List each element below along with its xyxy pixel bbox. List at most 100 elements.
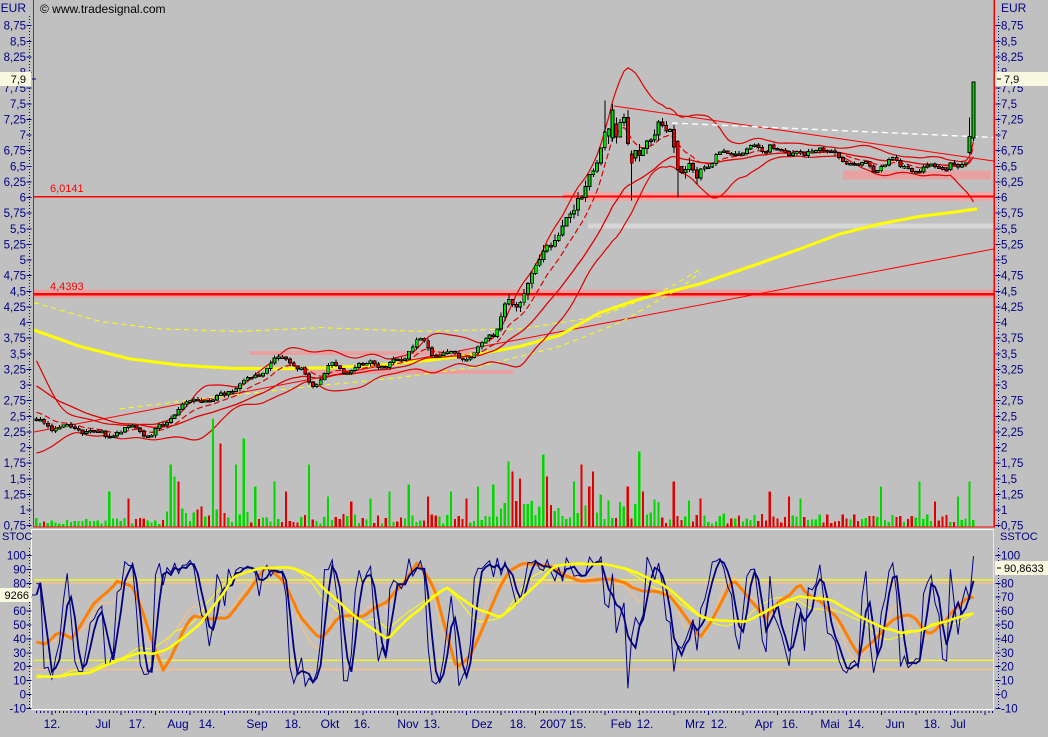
svg-text:2,75: 2,75 — [1001, 396, 1023, 408]
svg-text:20: 20 — [1001, 662, 1014, 674]
svg-text:100: 100 — [7, 551, 26, 563]
svg-text:0: 0 — [1001, 690, 1007, 702]
svg-text:3,5: 3,5 — [10, 349, 26, 361]
svg-text:0,75: 0,75 — [1001, 521, 1023, 533]
svg-text:14.: 14. — [848, 717, 865, 731]
svg-text:1,75: 1,75 — [4, 458, 26, 470]
svg-text:4,75: 4,75 — [4, 271, 26, 283]
svg-text:1,75: 1,75 — [1001, 458, 1023, 470]
svg-text:1: 1 — [20, 505, 26, 517]
svg-text:4,5: 4,5 — [10, 286, 26, 298]
svg-text:16.: 16. — [782, 717, 799, 731]
svg-text:13.: 13. — [424, 717, 441, 731]
svg-text:4,75: 4,75 — [1001, 271, 1023, 283]
svg-text:7,9: 7,9 — [11, 74, 26, 86]
svg-text:8,5: 8,5 — [10, 36, 26, 48]
svg-text:0: 0 — [20, 690, 26, 702]
svg-text:5: 5 — [20, 255, 26, 267]
svg-text:2: 2 — [20, 443, 26, 455]
svg-text:Jul: Jul — [950, 717, 965, 731]
svg-text:16.: 16. — [354, 717, 371, 731]
svg-text:9266: 9266 — [5, 590, 29, 602]
svg-text:1,5: 1,5 — [1001, 474, 1017, 486]
svg-text:18.: 18. — [285, 717, 302, 731]
svg-text:30: 30 — [13, 648, 26, 660]
svg-text:7,5: 7,5 — [1001, 99, 1017, 111]
svg-text:3,75: 3,75 — [4, 333, 26, 345]
svg-text:Sep: Sep — [246, 717, 268, 731]
svg-text:15.: 15. — [570, 717, 587, 731]
svg-text:50: 50 — [13, 620, 26, 632]
svg-text:2,75: 2,75 — [4, 396, 26, 408]
svg-text:2: 2 — [1001, 443, 1007, 455]
svg-text:1,25: 1,25 — [4, 490, 26, 502]
svg-text:7,5: 7,5 — [10, 99, 26, 111]
svg-text:40: 40 — [13, 634, 26, 646]
svg-text:30: 30 — [1001, 648, 1014, 660]
svg-text:80: 80 — [1001, 578, 1014, 590]
svg-text:18.: 18. — [924, 717, 941, 731]
svg-text:8,5: 8,5 — [1001, 36, 1017, 48]
svg-text:1: 1 — [1001, 505, 1007, 517]
svg-text:6,5: 6,5 — [1001, 161, 1017, 173]
svg-text:3: 3 — [20, 380, 26, 392]
svg-text:17.: 17. — [129, 717, 146, 731]
svg-text:2007: 2007 — [540, 717, 567, 731]
svg-text:70: 70 — [1001, 592, 1014, 604]
svg-text:6: 6 — [20, 193, 26, 205]
svg-text:4: 4 — [1001, 318, 1008, 330]
svg-text:2,5: 2,5 — [1001, 411, 1017, 423]
svg-text:6,75: 6,75 — [4, 146, 26, 158]
svg-text:Mrz: Mrz — [685, 717, 705, 731]
svg-text:14.: 14. — [199, 717, 216, 731]
svg-text:5,5: 5,5 — [10, 224, 26, 236]
svg-text:2,25: 2,25 — [4, 427, 26, 439]
svg-text:7,75: 7,75 — [4, 83, 26, 95]
svg-text:7,9: 7,9 — [1004, 74, 1019, 86]
svg-text:8,25: 8,25 — [4, 52, 26, 64]
svg-text:60: 60 — [1001, 606, 1014, 618]
svg-text:EUR: EUR — [1001, 1, 1027, 15]
svg-text:0,75: 0,75 — [4, 521, 26, 533]
svg-text:60: 60 — [13, 606, 26, 618]
svg-text:Jul: Jul — [95, 717, 110, 731]
svg-text:90: 90 — [13, 564, 26, 576]
svg-text:12.: 12. — [637, 717, 654, 731]
svg-text:3,25: 3,25 — [1001, 365, 1023, 377]
svg-text:4,25: 4,25 — [1001, 302, 1023, 314]
svg-text:EUR: EUR — [1, 1, 27, 15]
svg-text:5,75: 5,75 — [1001, 208, 1023, 220]
svg-text:8,25: 8,25 — [1001, 52, 1023, 64]
svg-text:50: 50 — [1001, 620, 1014, 632]
svg-text:2,25: 2,25 — [1001, 427, 1023, 439]
svg-text:Aug: Aug — [167, 717, 188, 731]
svg-text:Okt: Okt — [321, 717, 340, 731]
svg-text:8,75: 8,75 — [4, 21, 26, 33]
svg-text:5,75: 5,75 — [4, 208, 26, 220]
svg-text:4: 4 — [20, 318, 27, 330]
svg-text:3: 3 — [1001, 380, 1007, 392]
svg-text:6,5: 6,5 — [10, 161, 26, 173]
svg-text:5,5: 5,5 — [1001, 224, 1017, 236]
svg-text:6,25: 6,25 — [4, 177, 26, 189]
svg-text:-10: -10 — [9, 703, 26, 715]
svg-text:8,75: 8,75 — [1001, 21, 1023, 33]
svg-text:7: 7 — [1001, 130, 1007, 142]
svg-text:100: 100 — [1001, 551, 1020, 563]
svg-text:2,5: 2,5 — [10, 411, 26, 423]
svg-text:80: 80 — [13, 578, 26, 590]
svg-text:Apr: Apr — [755, 717, 774, 731]
svg-text:Mai: Mai — [820, 717, 839, 731]
svg-text:Dez: Dez — [471, 717, 492, 731]
svg-text:© www.tradesignal.com: © www.tradesignal.com — [40, 2, 166, 16]
svg-text:6,25: 6,25 — [1001, 177, 1023, 189]
svg-text:6,75: 6,75 — [1001, 146, 1023, 158]
svg-text:7: 7 — [20, 130, 26, 142]
svg-text:90,8633: 90,8633 — [1004, 563, 1044, 575]
svg-text:SSTOC: SSTOC — [1000, 531, 1038, 543]
svg-text:7,25: 7,25 — [4, 115, 26, 127]
svg-text:7,25: 7,25 — [1001, 115, 1023, 127]
svg-text:6,0141: 6,0141 — [50, 183, 84, 195]
svg-text:7,75: 7,75 — [1001, 83, 1023, 95]
svg-text:1,5: 1,5 — [10, 474, 26, 486]
